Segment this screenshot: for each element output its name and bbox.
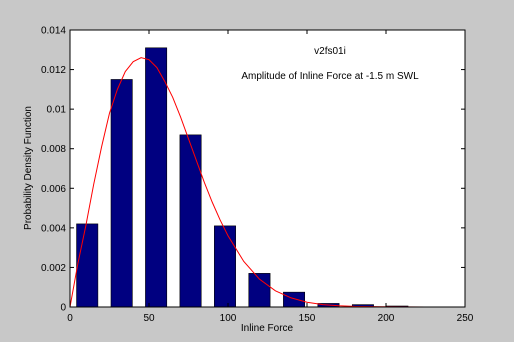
y-tick-label: 0.004 [41, 223, 66, 234]
histogram-bar [76, 223, 99, 308]
plot-area [70, 30, 465, 307]
x-tick-label: 0 [67, 313, 73, 324]
fitted-curve-group [69, 57, 426, 308]
histogram-bars [76, 47, 409, 308]
x-tick-label: 250 [457, 313, 474, 324]
x-axis-ticks: 0 50 100 150 200 250 [67, 30, 474, 324]
y-axis-ticks: 0 0.002 0.004 0.006 0.008 0.01 0.012 0.014 [41, 26, 465, 314]
histogram-bar [283, 291, 306, 308]
y-axis-label: Probability Density Function [23, 106, 34, 230]
x-tick-label: 200 [378, 313, 395, 324]
x-tick-label: 50 [143, 313, 155, 324]
chart-title: Amplitude of Inline Force at -1.5 m SWL [241, 71, 419, 82]
histogram-bar [214, 225, 236, 308]
y-tick-label: 0.014 [41, 26, 66, 37]
y-tick-label: 0.01 [47, 105, 67, 116]
plot-frame [69, 29, 466, 308]
x-tick-label: 100 [220, 313, 237, 324]
histogram-bar [145, 47, 168, 308]
y-tick-label: 0.008 [41, 144, 66, 155]
fitted-pdf-curve [69, 57, 426, 308]
y-tick-label: 0.006 [41, 184, 66, 195]
chart-title-id: v2fs01i [314, 46, 346, 57]
y-tick-label: 0 [60, 303, 66, 314]
y-tick-label: 0.002 [41, 263, 66, 274]
histogram-bar [179, 134, 202, 308]
histogram-bar [110, 79, 133, 308]
x-tick-label: 150 [299, 313, 316, 324]
y-tick-label: 0.012 [41, 65, 66, 76]
x-axis-label: Inline Force [241, 323, 294, 334]
